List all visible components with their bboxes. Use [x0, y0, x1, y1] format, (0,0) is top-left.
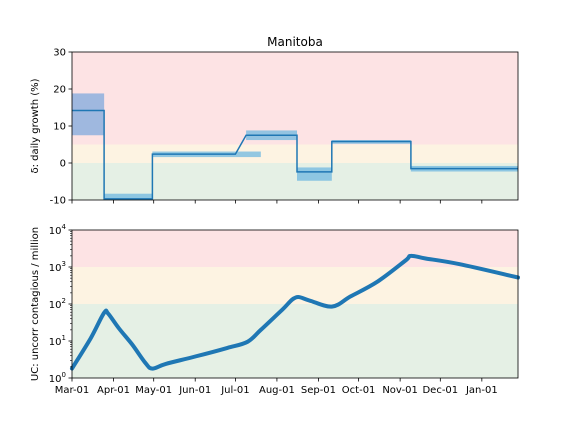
x-tick-label: Dec-01 — [422, 385, 458, 396]
growth-y-tick-label: 20 — [53, 85, 66, 96]
threshold-band — [72, 52, 518, 145]
growth-y-tick-label: 0 — [60, 159, 66, 170]
x-tick-label: Nov-01 — [382, 385, 418, 396]
growth-y-tick-label: -10 — [50, 196, 66, 207]
contagious-y-tick-label: 101 — [49, 334, 66, 348]
confidence-band — [297, 167, 332, 181]
contagious-y-axis-label: UC: uncorr contagious / million — [30, 227, 41, 381]
contagious-y-tick-label: 103 — [49, 260, 66, 274]
growth-y-tick-label: 10 — [53, 122, 66, 133]
growth-panel: -10 0 10 20 30 Manitoba δ: daily growth (%) — [30, 35, 519, 207]
confidence-band — [104, 193, 153, 200]
x-tick-label: Jan-01 — [465, 385, 498, 396]
x-tick-label: May-01 — [135, 385, 172, 396]
x-tick-label: Aug-01 — [259, 385, 295, 396]
growth-y-tick-label: 30 — [53, 48, 66, 59]
confidence-band — [72, 93, 105, 136]
growth-rate-step-line — [72, 109, 518, 200]
contagious-y-tick-label: 100 — [49, 371, 66, 385]
threshold-band — [72, 304, 518, 378]
threshold-band — [72, 144, 518, 163]
contagious-y-tick-label: 102 — [49, 297, 66, 311]
x-tick-label: Jul-01 — [220, 385, 249, 396]
contagious-y-tick-label: 104 — [49, 223, 67, 237]
x-tick-label: Oct-01 — [342, 385, 376, 396]
chart-title: Manitoba — [267, 35, 323, 49]
growth-y-axis-label: δ: daily growth (%) — [30, 78, 41, 173]
x-tick-label: Mar-01 — [55, 385, 90, 396]
contagious-panel: 100 101 102 103 104 Mar-01 Apr-01 May-01 Jun-01… — [30, 223, 520, 396]
confidence-band — [235, 151, 261, 158]
x-tick-label: Jun-01 — [178, 385, 211, 396]
x-tick-label: Sep-01 — [301, 385, 336, 396]
contagious-curve — [70, 253, 520, 371]
x-tick-label: Apr-01 — [97, 385, 130, 396]
